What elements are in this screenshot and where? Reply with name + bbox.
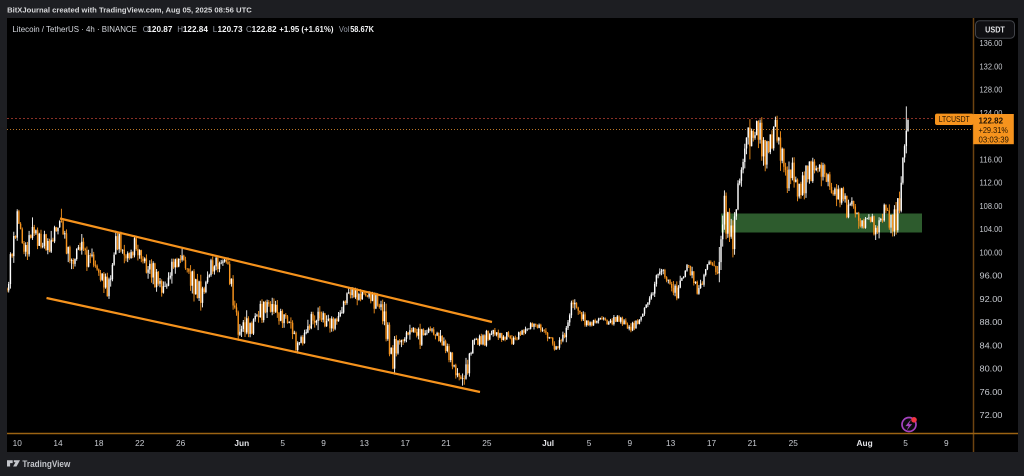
svg-text:Litecoin / TetherUS · 4h · BIN: Litecoin / TetherUS · 4h · BINANCE: [12, 25, 136, 34]
svg-text:104.00: 104.00: [980, 224, 1003, 234]
svg-text:80.00: 80.00: [980, 364, 1003, 374]
svg-text:84.00: 84.00: [980, 340, 1003, 350]
svg-text:25: 25: [482, 438, 492, 448]
svg-text:10: 10: [13, 438, 23, 448]
svg-text:9: 9: [321, 438, 326, 448]
svg-text:108.00: 108.00: [980, 201, 1003, 211]
svg-text:13: 13: [360, 438, 370, 448]
svg-text:L: L: [213, 25, 218, 34]
svg-text:9: 9: [627, 438, 632, 448]
svg-text:116.00: 116.00: [980, 154, 1003, 164]
svg-text:5: 5: [903, 438, 908, 448]
svg-text:76.00: 76.00: [980, 387, 1003, 397]
svg-text:+1.95 (+1.61%): +1.95 (+1.61%): [279, 25, 334, 34]
svg-text:Aug: Aug: [857, 438, 873, 448]
svg-text:Jun: Jun: [234, 438, 249, 448]
svg-text:21: 21: [441, 438, 451, 448]
svg-text:Vol: Vol: [339, 25, 350, 34]
svg-text:TradingView: TradingView: [22, 459, 71, 469]
svg-text:26: 26: [176, 438, 186, 448]
svg-text:13: 13: [666, 438, 676, 448]
svg-text:LTCUSDT: LTCUSDT: [939, 115, 970, 124]
svg-text:9: 9: [944, 438, 949, 448]
svg-text:92.00: 92.00: [980, 294, 1003, 304]
svg-text:25: 25: [789, 438, 799, 448]
svg-text:O: O: [143, 25, 149, 34]
svg-text:136.00: 136.00: [980, 38, 1003, 48]
svg-text:120.87: 120.87: [147, 25, 173, 34]
svg-text:USDT: USDT: [985, 26, 1005, 35]
svg-text:14: 14: [53, 438, 63, 448]
svg-text:21: 21: [748, 438, 758, 448]
svg-text:58.67K: 58.67K: [350, 25, 374, 34]
svg-text:88.00: 88.00: [980, 317, 1003, 327]
svg-text:18: 18: [94, 438, 104, 448]
svg-text:96.00: 96.00: [980, 271, 1003, 281]
svg-text:5: 5: [587, 438, 592, 448]
svg-text:100.00: 100.00: [980, 247, 1003, 257]
svg-text:03:03:39: 03:03:39: [979, 134, 1010, 144]
svg-text:Jul: Jul: [542, 438, 554, 448]
svg-text:17: 17: [401, 438, 411, 448]
svg-text:122.82: 122.82: [252, 25, 277, 34]
svg-text:120.73: 120.73: [218, 25, 244, 34]
svg-text:132.00: 132.00: [980, 62, 1003, 72]
svg-text:124.00: 124.00: [980, 108, 1003, 118]
svg-text:C: C: [246, 25, 252, 34]
svg-text:H: H: [177, 25, 183, 34]
svg-text:112.00: 112.00: [980, 178, 1003, 188]
svg-text:122.82: 122.82: [979, 115, 1004, 125]
svg-text:BitXJournal created with Tradi: BitXJournal created with TradingView.com…: [7, 5, 252, 14]
svg-text:128.00: 128.00: [980, 85, 1003, 95]
svg-text:22: 22: [135, 438, 145, 448]
svg-text:+29.31%: +29.31%: [979, 125, 1009, 135]
svg-text:5: 5: [280, 438, 285, 448]
svg-text:72.00: 72.00: [980, 410, 1003, 420]
svg-text:122.84: 122.84: [183, 25, 209, 34]
svg-text:17: 17: [707, 438, 717, 448]
